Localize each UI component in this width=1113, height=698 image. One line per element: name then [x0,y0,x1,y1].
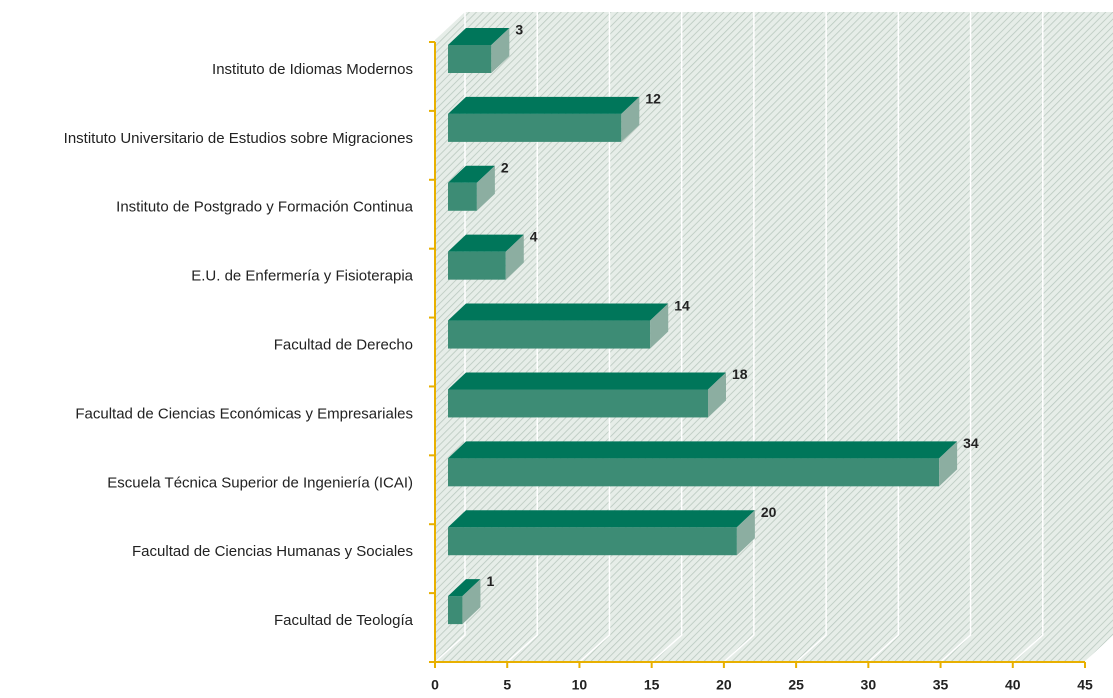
grid-line [940,12,972,663]
floor [435,635,1113,662]
bar-front [448,527,737,556]
grid-line [723,12,755,663]
value-label: 4 [530,228,538,244]
value-label: 12 [645,91,661,107]
y-tick-label: E.U. de Enfermería y Fisioterapia [191,268,413,285]
y-tick-label: Facultad de Derecho [274,337,413,354]
x-tick-label: 30 [861,677,877,693]
bar-front [448,251,506,280]
grid-line [506,12,538,663]
bar-front [448,458,940,487]
bar-side [462,579,481,625]
bar-front [448,320,651,349]
y-tick-label: Instituto Universitario de Estudios sobr… [64,130,413,147]
value-label: 1 [486,573,494,589]
x-tick-label: 25 [788,677,804,693]
x-tick-label: 35 [933,677,949,693]
bar-side [708,372,726,418]
bar-top [448,303,669,321]
bar-top [448,96,640,114]
grid-line [578,12,611,663]
bar-top [448,165,495,183]
value-label: 18 [732,366,748,382]
bar [448,510,755,556]
bar-side [476,165,495,211]
bar-top [448,441,958,459]
bar [448,165,495,211]
x-tick-label: 45 [1077,677,1093,693]
x-tick-label: 10 [572,677,588,693]
bar [448,441,958,487]
grid-line [867,12,900,663]
bar-front [448,113,622,142]
bar-front [448,596,463,625]
bar-side [491,28,510,73]
value-label: 20 [761,504,777,520]
value-label: 3 [515,22,523,38]
bar [448,372,726,418]
value-label: 2 [501,159,509,175]
grid-line [1084,635,1113,663]
y-tick-label: Instituto de Idiomas Modernos [212,61,413,78]
bar-side [939,441,958,487]
value-label: 34 [963,435,979,451]
grid-line [795,12,827,663]
bar-side [505,234,524,280]
bar-top [448,234,524,252]
grid-line [651,12,683,663]
value-label: 14 [674,297,690,313]
bar-front [448,389,708,418]
y-tick-label: Escuela Técnica Superior de Ingeniería (… [107,474,413,491]
bar-top [448,28,510,45]
bar-side [621,96,640,142]
x-tick-label: 20 [716,677,732,693]
bar [448,28,510,73]
grid-line [434,12,466,663]
y-tick-label: Facultad de Teología [274,612,414,629]
x-tick-label: 5 [503,677,511,693]
y-tick-label: Facultad de Ciencias Económicas y Empres… [75,405,413,422]
y-tick-label: Facultad de Ciencias Humanas y Sociales [132,543,413,560]
x-tick-label: 0 [431,677,439,693]
grid-line [1012,12,1044,663]
bar [448,303,669,349]
x-tick-label: 15 [644,677,660,693]
bar-front [448,182,477,211]
x-tick-label: 40 [1005,677,1021,693]
bar-top [448,579,481,597]
bar-side [736,510,755,556]
bar-top [448,510,755,528]
y-tick-label: Instituto de Postgrado y Formación Conti… [116,199,413,216]
bar-top [448,372,726,390]
bar [448,579,481,625]
bar [448,96,640,142]
bar-front [448,45,492,73]
bar [448,234,524,280]
bar-side [650,303,669,349]
